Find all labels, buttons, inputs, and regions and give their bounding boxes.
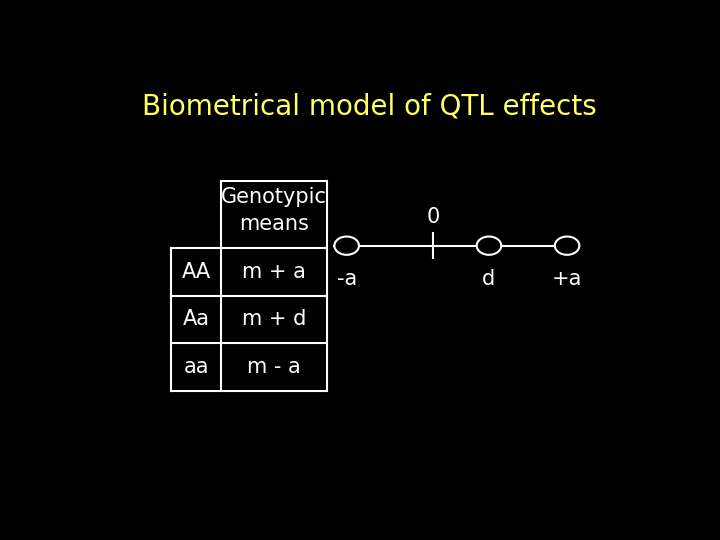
Text: d: d xyxy=(482,269,495,289)
Text: +a: +a xyxy=(552,269,582,289)
Text: m + d: m + d xyxy=(242,309,306,329)
Text: AA: AA xyxy=(181,262,210,282)
Text: -a: -a xyxy=(336,269,357,289)
Text: 0: 0 xyxy=(426,207,440,227)
Circle shape xyxy=(334,237,359,255)
Circle shape xyxy=(555,237,580,255)
Text: Genotypic
means: Genotypic means xyxy=(221,187,327,233)
Circle shape xyxy=(477,237,501,255)
Text: aa: aa xyxy=(184,357,209,377)
Text: Biometrical model of QTL effects: Biometrical model of QTL effects xyxy=(142,92,596,120)
Text: m - a: m - a xyxy=(247,357,301,377)
Text: Aa: Aa xyxy=(183,309,210,329)
Text: m + a: m + a xyxy=(242,262,306,282)
